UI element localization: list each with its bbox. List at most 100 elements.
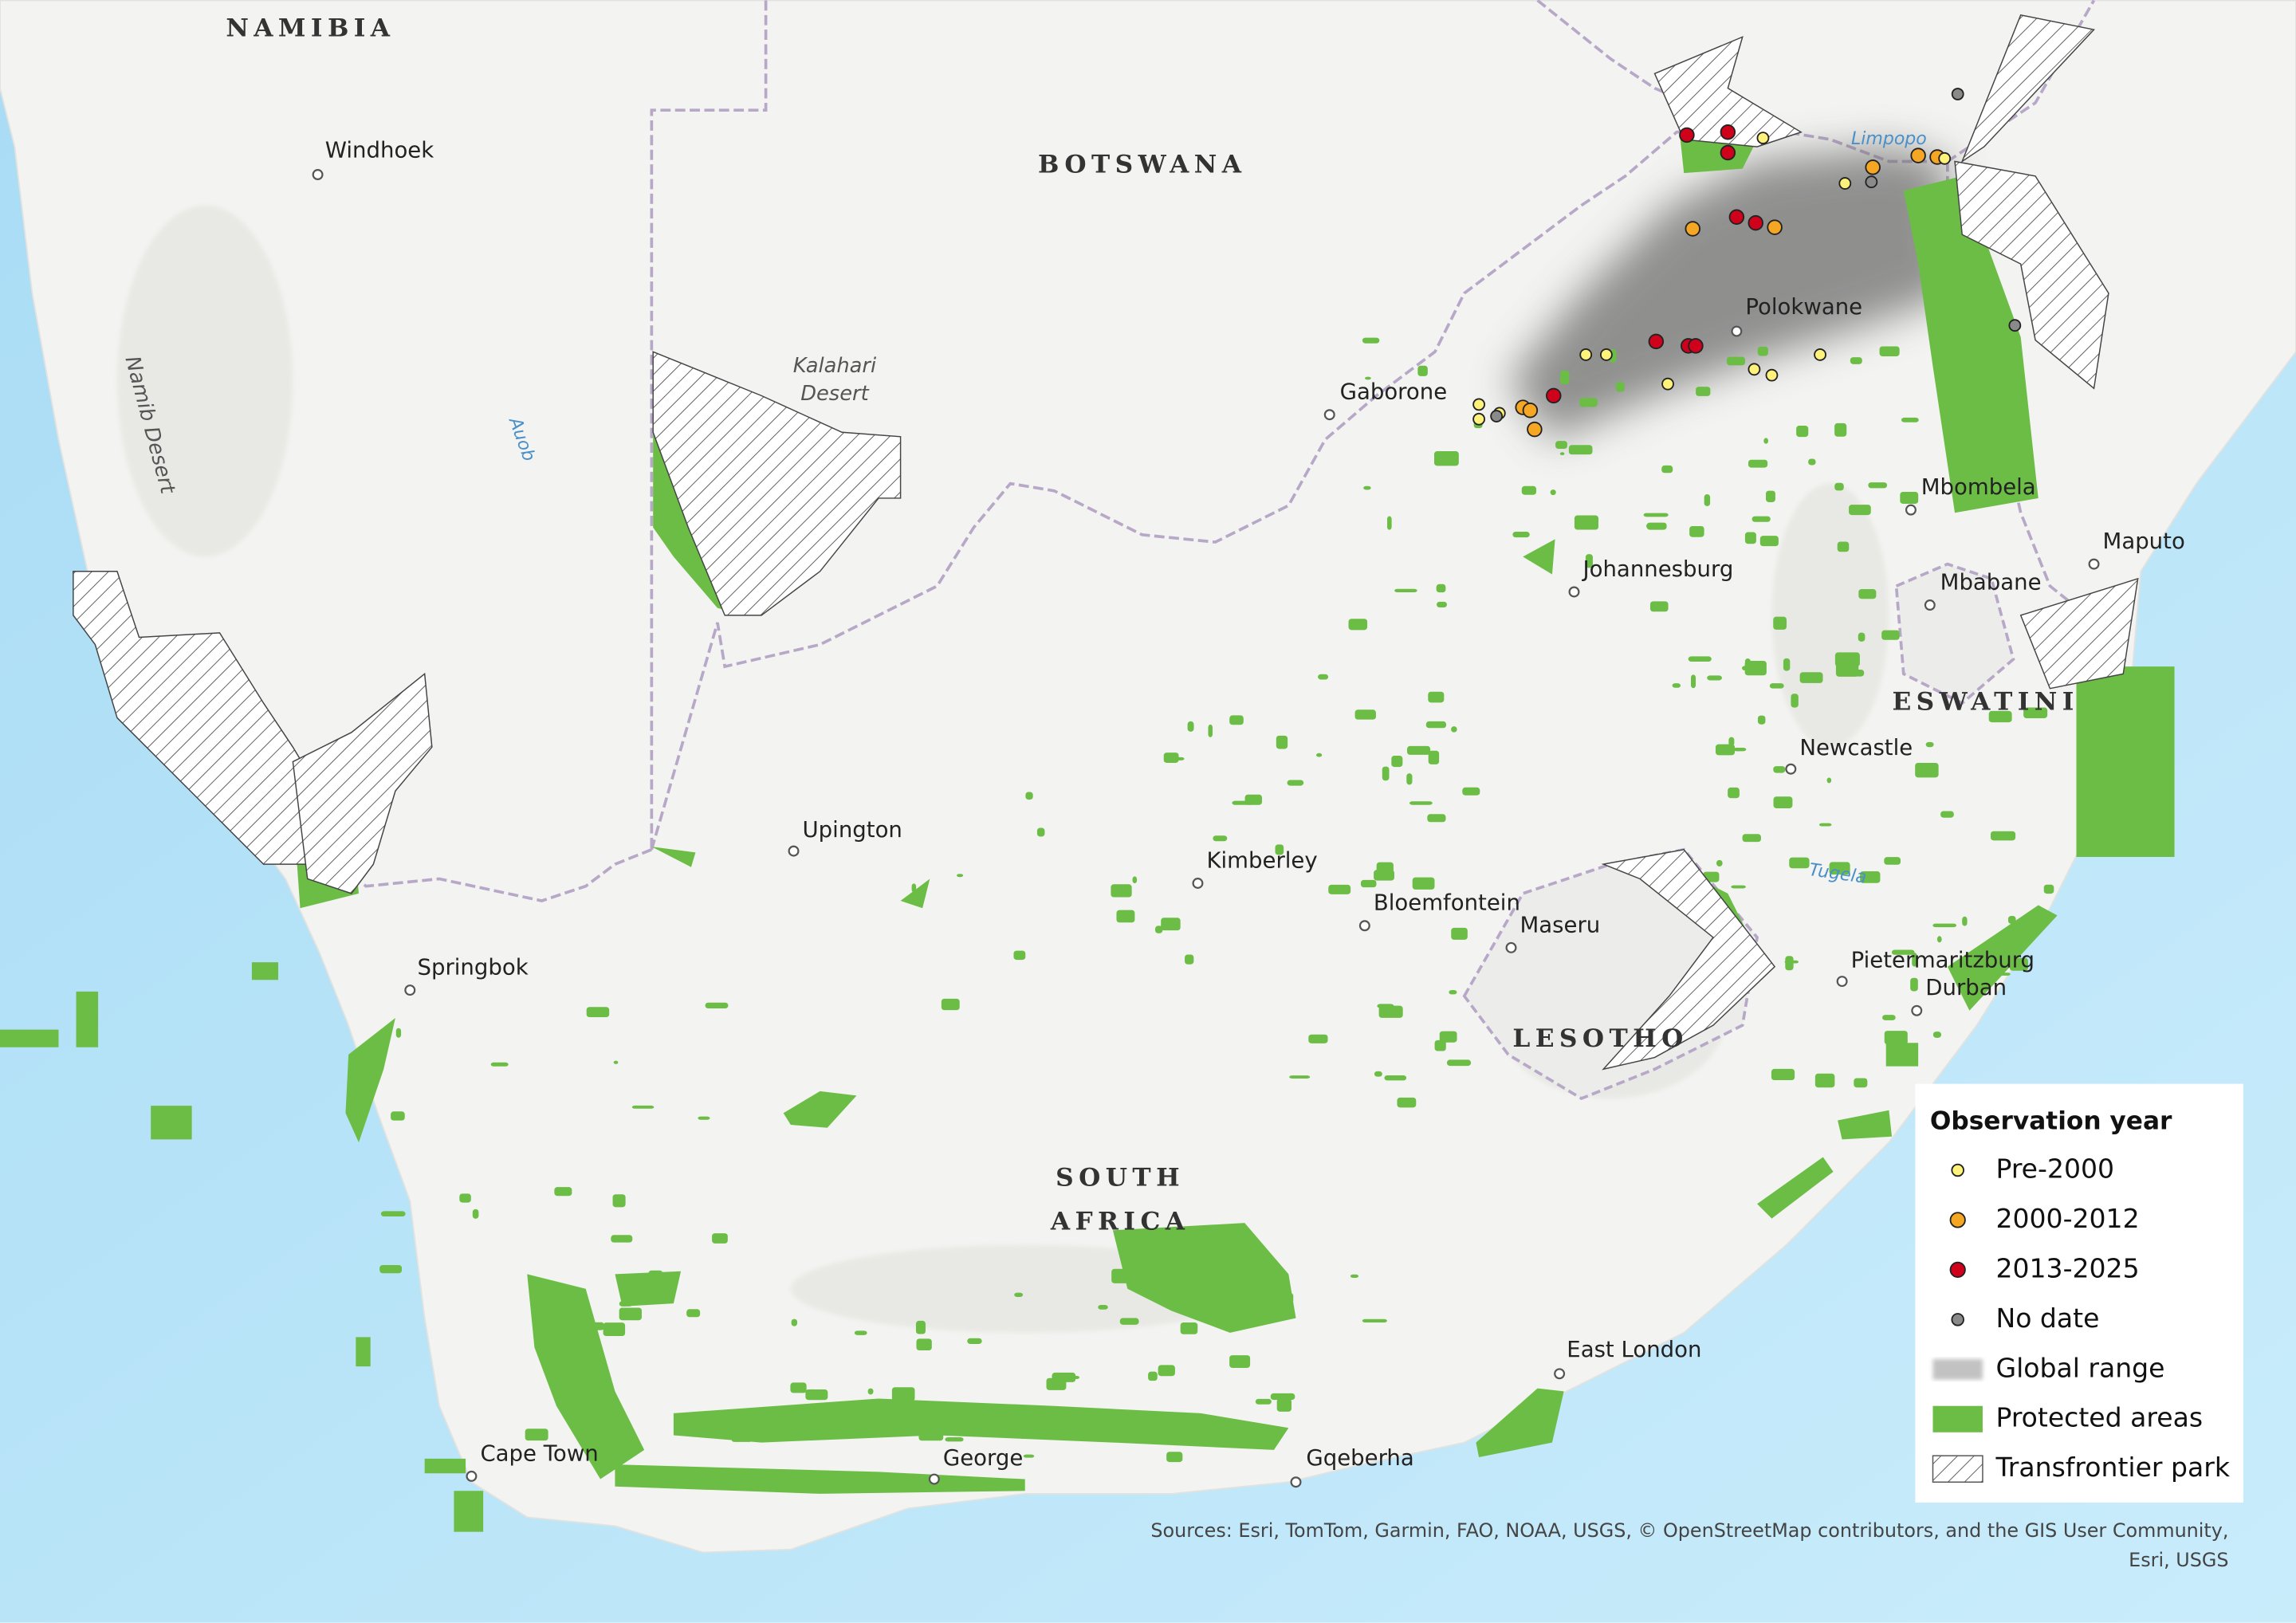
protected-area <box>1025 792 1033 800</box>
legend-title: Observation year <box>1930 1106 2172 1135</box>
protected-area <box>527 1274 645 1480</box>
city-label: Newcastle <box>1799 735 1913 760</box>
protected-area <box>1849 505 1871 516</box>
protected-area <box>1362 1318 1387 1322</box>
city-marker <box>1290 1476 1302 1488</box>
protected-area <box>1391 755 1403 768</box>
protected-area <box>586 1007 610 1018</box>
protected-area <box>1374 1071 1382 1077</box>
observation <box>1865 175 1878 189</box>
protected-area <box>1328 884 1351 894</box>
protected-area <box>1689 525 1704 537</box>
protected-area <box>867 1388 874 1395</box>
protected-area <box>1728 787 1740 799</box>
protected-area <box>1568 445 1593 455</box>
observations <box>1472 88 2022 438</box>
protected-area <box>1348 619 1368 631</box>
protected-area <box>1387 516 1392 530</box>
protected-area <box>1439 1031 1457 1043</box>
observation <box>1938 151 1952 165</box>
city-label: Bloemfontein <box>1374 890 1520 916</box>
protected-area <box>1318 674 1329 680</box>
country-label: SOUTH <box>1056 1164 1185 1193</box>
transfrontier-park <box>1960 14 2095 163</box>
legend-label: Pre-2000 <box>1995 1153 2114 1185</box>
legend-swatch <box>1951 1163 1964 1177</box>
protected-area <box>1060 1410 1083 1421</box>
protected-area <box>1661 465 1673 474</box>
observation <box>1720 124 1736 140</box>
protected-area <box>1409 801 1433 805</box>
protected-area <box>1382 766 1390 781</box>
protected-area <box>698 1116 710 1120</box>
protected-area <box>600 1432 611 1439</box>
protected-area <box>1158 1365 1175 1377</box>
protected-area <box>1879 346 1900 356</box>
protected-area <box>1363 485 1371 490</box>
protected-area <box>1428 750 1440 764</box>
protected-area <box>1773 796 1793 808</box>
feature-label: Kalahari <box>793 354 877 378</box>
transfrontier-park <box>1954 160 2109 390</box>
protected-area <box>541 1295 562 1307</box>
observation <box>1951 88 1964 100</box>
city-label: Mbombela <box>1921 474 2036 500</box>
protected-area <box>1881 630 1900 640</box>
observation <box>1865 159 1881 175</box>
protected-area <box>1412 877 1435 890</box>
protected-area <box>1829 862 1850 875</box>
protected-area <box>1462 787 1480 796</box>
protected-area <box>1350 1274 1359 1278</box>
protected-area <box>1837 541 1850 552</box>
protected-area <box>612 1194 626 1208</box>
global-range <box>1508 147 1956 440</box>
city-marker <box>1924 599 1936 611</box>
legend-swatch <box>1951 1313 1964 1326</box>
protected-area <box>1868 482 1888 489</box>
protected-area <box>459 1193 471 1203</box>
transfrontier-park <box>292 672 433 894</box>
protected-area <box>891 1387 915 1401</box>
city-marker <box>1731 325 1743 337</box>
protected-area <box>592 1389 606 1398</box>
protected-area <box>712 1233 728 1244</box>
observation <box>1579 348 1593 361</box>
border <box>336 848 653 902</box>
protected-area <box>1771 1068 1795 1081</box>
country-label: ESWATINI <box>1892 688 2078 717</box>
protected-area <box>1643 513 1669 517</box>
protected-area <box>1773 766 1786 773</box>
protected-area <box>790 1382 807 1393</box>
protected-area <box>1098 1304 1108 1310</box>
protected-area <box>1796 426 1809 438</box>
protected-area <box>1925 741 1934 748</box>
protected-area <box>1858 589 1877 599</box>
observation <box>1661 377 1674 391</box>
protected-area <box>1255 1398 1272 1405</box>
protected-area <box>1119 1318 1139 1325</box>
protected-area <box>1406 773 1413 785</box>
protected-area <box>1791 694 1799 708</box>
protected-area <box>1023 1454 1035 1458</box>
sources: Esri, USGS <box>2129 1549 2228 1571</box>
protected-area <box>1365 376 1371 380</box>
protected-area <box>1451 726 1457 733</box>
observation <box>1522 403 1539 419</box>
city-marker <box>1836 976 1848 988</box>
protected-area <box>1744 532 1756 544</box>
protected-area <box>1013 950 1026 961</box>
legend-swatch <box>1932 1455 1983 1483</box>
protected-area <box>1728 737 1735 746</box>
protected-area <box>1130 1417 1142 1424</box>
protected-area <box>490 1062 509 1067</box>
protected-area <box>1854 1078 1868 1088</box>
protected-area <box>2007 916 2016 924</box>
protected-area <box>1433 451 1459 466</box>
protected-area <box>1814 1073 1835 1088</box>
protected-area <box>1818 823 1832 827</box>
protected-area <box>1036 827 1045 837</box>
protected-area <box>1354 709 1376 720</box>
protected-area <box>1229 715 1244 725</box>
protected-area <box>1425 721 1447 729</box>
protected-area <box>1574 515 1599 530</box>
